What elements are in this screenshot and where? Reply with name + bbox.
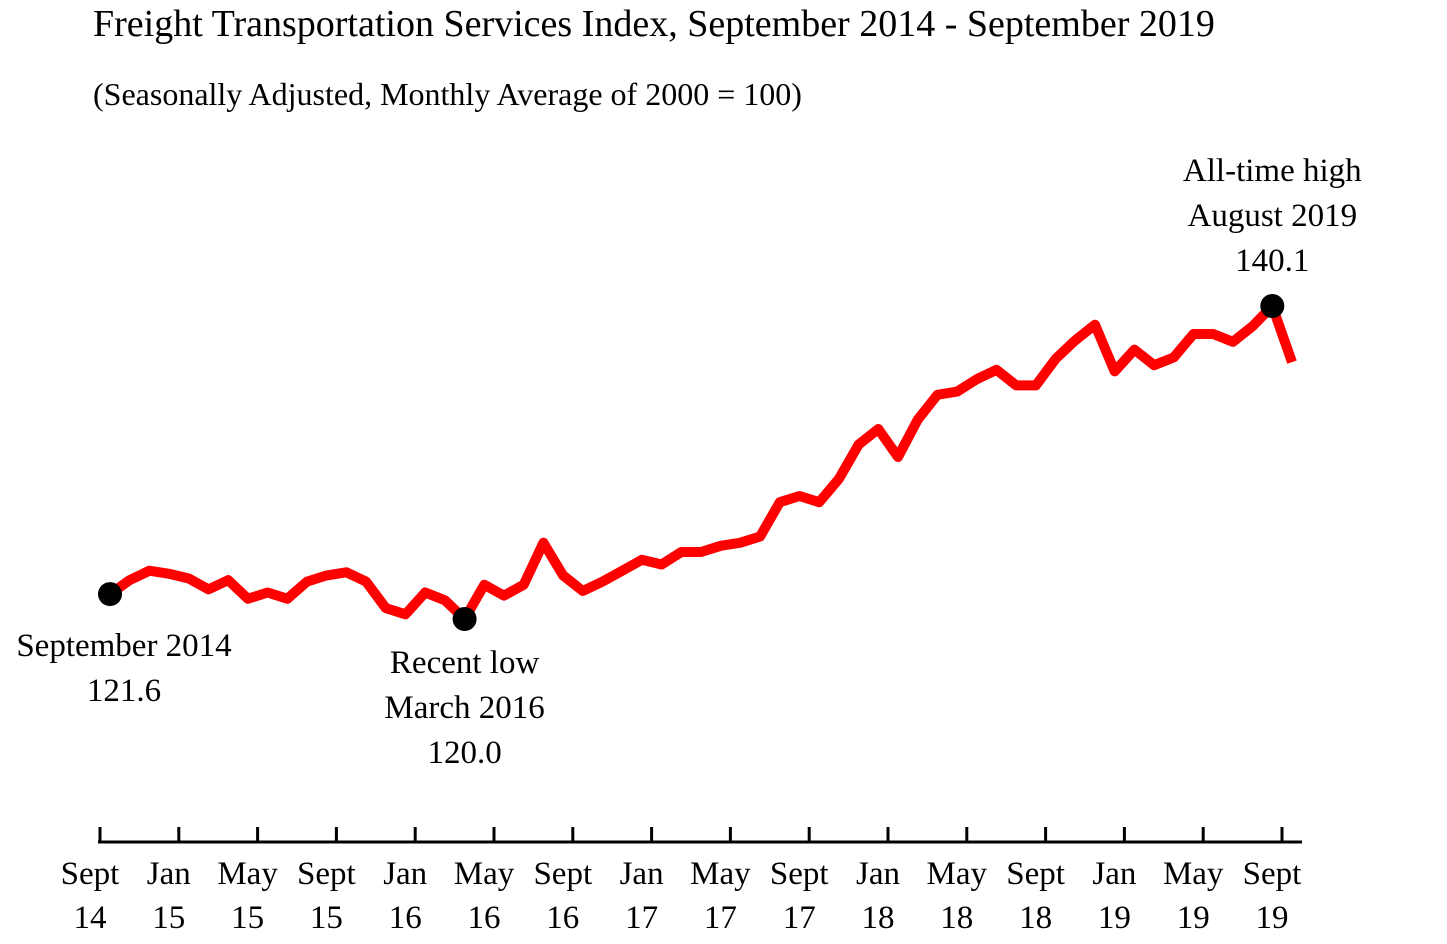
x-tick-label: May 17 xyxy=(690,856,751,936)
x-tick-label: Sept 15 xyxy=(297,856,356,936)
x-tick-label: Jan 18 xyxy=(856,856,900,936)
x-tick-label: Sept 18 xyxy=(1006,856,1065,936)
x-tick-label: May 15 xyxy=(217,856,278,936)
highlight-point xyxy=(1260,294,1285,318)
annotation: September 2014 121.6 xyxy=(16,628,232,710)
x-tick-label: Jan 17 xyxy=(619,856,664,936)
x-tick-label: May 18 xyxy=(926,856,988,936)
x-tick-label: Jan 16 xyxy=(383,856,428,936)
highlight-point xyxy=(98,582,122,607)
x-tick-label: Jan 15 xyxy=(146,856,191,936)
x-tick-label: May 16 xyxy=(453,856,515,936)
x-tick-label: Sept 17 xyxy=(769,856,829,936)
chart-subtitle: (Seasonally Adjusted, Monthly Average of… xyxy=(93,76,802,112)
x-tick-label: May 19 xyxy=(1162,856,1224,936)
x-tick-label: Sept 14 xyxy=(60,856,120,936)
data-line xyxy=(107,301,1297,624)
chart-title: Freight Transportation Services Index, S… xyxy=(93,3,1215,45)
x-tick-label: Jan 19 xyxy=(1092,856,1137,936)
x-tick-label: Sept 19 xyxy=(1242,856,1302,936)
annotation: All-time high August 2019 140.1 xyxy=(1182,153,1362,279)
highlight-point xyxy=(452,607,477,631)
x-tick-label: Sept 16 xyxy=(533,856,593,936)
annotation: Recent low March 2016 120.0 xyxy=(384,645,545,771)
